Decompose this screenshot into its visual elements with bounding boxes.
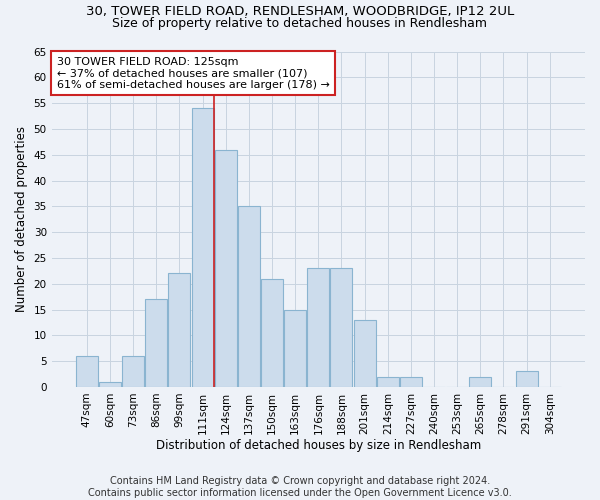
X-axis label: Distribution of detached houses by size in Rendlesham: Distribution of detached houses by size … bbox=[156, 440, 481, 452]
Y-axis label: Number of detached properties: Number of detached properties bbox=[15, 126, 28, 312]
Bar bbox=[400, 376, 422, 387]
Bar bbox=[515, 372, 538, 387]
Bar bbox=[99, 382, 121, 387]
Text: Contains HM Land Registry data © Crown copyright and database right 2024.
Contai: Contains HM Land Registry data © Crown c… bbox=[88, 476, 512, 498]
Bar bbox=[284, 310, 306, 387]
Bar bbox=[122, 356, 144, 387]
Bar bbox=[469, 376, 491, 387]
Bar bbox=[145, 299, 167, 387]
Bar bbox=[76, 356, 98, 387]
Bar bbox=[331, 268, 352, 387]
Bar bbox=[353, 320, 376, 387]
Text: Size of property relative to detached houses in Rendlesham: Size of property relative to detached ho… bbox=[113, 18, 487, 30]
Bar bbox=[191, 108, 214, 387]
Text: 30, TOWER FIELD ROAD, RENDLESHAM, WOODBRIDGE, IP12 2UL: 30, TOWER FIELD ROAD, RENDLESHAM, WOODBR… bbox=[86, 5, 514, 18]
Text: 30 TOWER FIELD ROAD: 125sqm
← 37% of detached houses are smaller (107)
61% of se: 30 TOWER FIELD ROAD: 125sqm ← 37% of det… bbox=[57, 56, 330, 90]
Bar bbox=[238, 206, 260, 387]
Bar bbox=[169, 274, 190, 387]
Bar bbox=[377, 376, 399, 387]
Bar bbox=[307, 268, 329, 387]
Bar bbox=[261, 278, 283, 387]
Bar bbox=[215, 150, 237, 387]
